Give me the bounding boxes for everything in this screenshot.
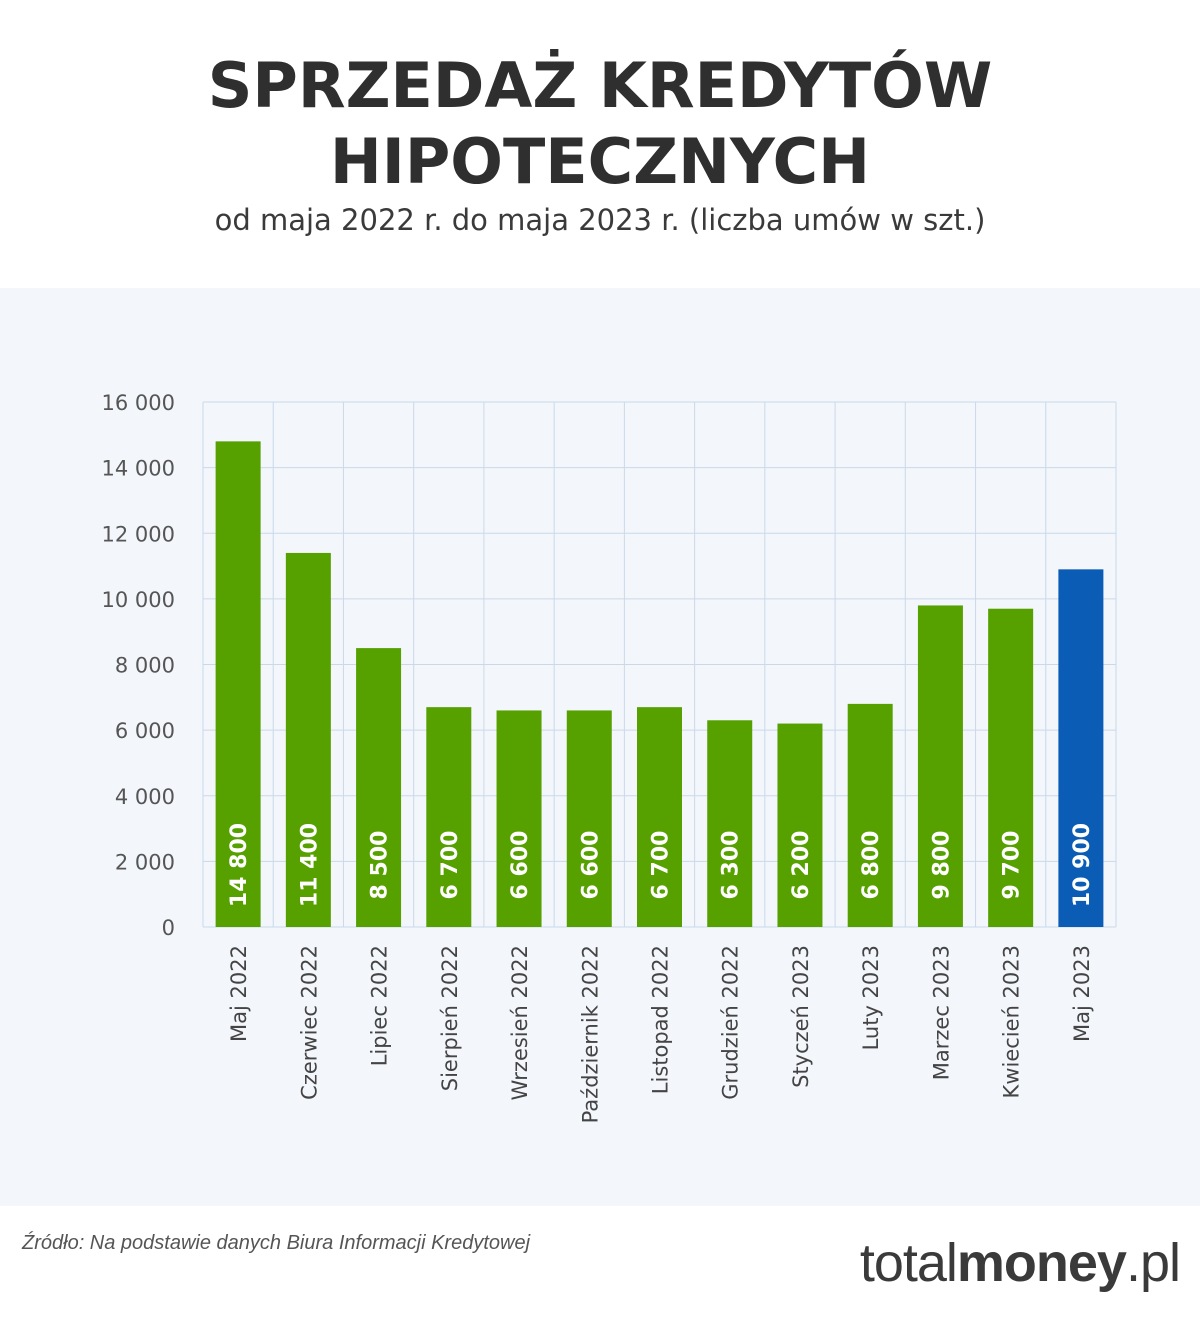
bar <box>1058 569 1104 927</box>
x-category-label: Listopad 2022 <box>649 945 673 1094</box>
y-tick-label: 16 000 <box>102 391 175 415</box>
x-category-label: Lipiec 2022 <box>368 945 392 1066</box>
logo-part-money: money <box>956 1233 1127 1293</box>
bar-value-label: 9 700 <box>1000 831 1025 900</box>
bar-value-label: 11 400 <box>297 823 322 907</box>
x-category-label: Maj 2023 <box>1070 945 1094 1042</box>
bar-value-label: 6 800 <box>859 831 884 900</box>
y-tick-label: 2 000 <box>115 850 175 874</box>
bar <box>566 710 612 927</box>
x-category-label: Październik 2022 <box>578 945 602 1123</box>
bar-value-label: 6 600 <box>578 831 603 900</box>
x-category-label: Sierpień 2022 <box>438 945 462 1091</box>
y-tick-label: 8 000 <box>115 654 175 678</box>
bar-value-label: 8 500 <box>368 831 393 900</box>
x-category-label: Grudzień 2022 <box>719 945 743 1100</box>
x-category-label: Luty 2023 <box>859 945 883 1050</box>
x-category-label: Czerwiec 2022 <box>297 945 321 1100</box>
chart-subtitle: od maja 2022 r. do maja 2023 r. (liczba … <box>214 203 986 237</box>
bar-value-label: 6 300 <box>719 831 744 900</box>
bar <box>215 441 261 927</box>
y-tick-label: 0 <box>162 916 175 940</box>
x-category-label: Wrzesień 2022 <box>508 945 532 1101</box>
bar-value-label: 9 800 <box>929 831 954 900</box>
y-tick-label: 12 000 <box>102 522 175 546</box>
bar <box>707 720 753 927</box>
y-tick-label: 4 000 <box>115 785 175 809</box>
bar-value-label: 6 200 <box>789 831 814 900</box>
x-category-label: Marzec 2023 <box>929 945 953 1080</box>
bar <box>426 707 472 927</box>
bar <box>285 552 331 927</box>
bar-value-label: 10 900 <box>1070 823 1095 907</box>
chart-title-line-1: SPRZEDAŻ KREDYTÓW <box>207 49 993 122</box>
logo-part-pl: .pl <box>1125 1233 1181 1293</box>
bar-value-label: 14 800 <box>227 823 252 907</box>
bar <box>637 707 682 927</box>
y-tick-label: 10 000 <box>102 588 175 612</box>
chart-title-line-2: HIPOTECZNYCH <box>329 125 871 198</box>
bar-value-label: 6 600 <box>508 831 533 900</box>
y-tick-label: 6 000 <box>115 719 175 743</box>
bar <box>847 703 893 927</box>
logo-part-total: total <box>859 1233 958 1293</box>
bar-value-label: 6 700 <box>438 831 463 900</box>
bar <box>777 723 823 927</box>
source-note: Źródło: Na podstawie danych Biura Inform… <box>22 1232 531 1254</box>
totalmoney-logo[interactable]: totalmoney.pl <box>859 1232 1181 1294</box>
y-tick-label: 14 000 <box>102 457 175 481</box>
bar <box>988 608 1034 927</box>
bar <box>917 605 963 927</box>
bar-value-label: 6 700 <box>649 831 674 900</box>
bar <box>356 648 402 927</box>
x-category-label: Kwiecień 2023 <box>1000 945 1024 1098</box>
x-category-label: Maj 2022 <box>227 945 251 1042</box>
x-category-label: Styczeń 2023 <box>789 945 813 1088</box>
bar <box>496 710 542 927</box>
